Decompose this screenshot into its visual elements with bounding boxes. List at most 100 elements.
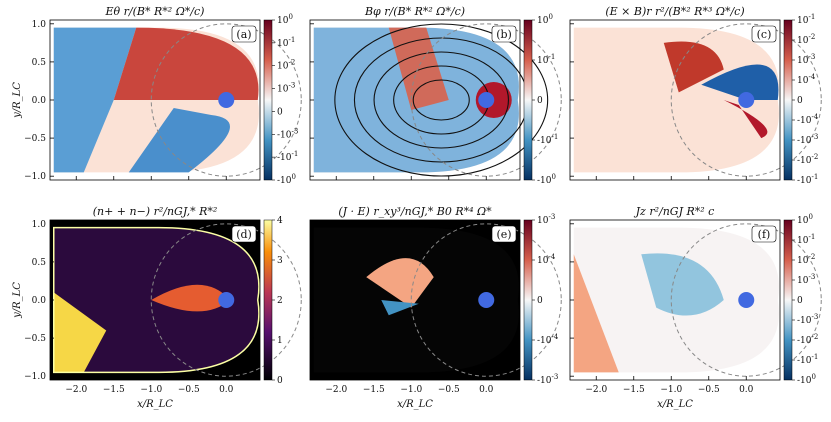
panel-label-box: [491, 25, 517, 43]
star-disk: [738, 92, 755, 108]
x-axis-label: x/R_LC: [397, 399, 433, 410]
panel-label-box: [751, 25, 777, 43]
colorbar-tick-label: -10-3: [797, 313, 818, 326]
light-cylinder-circle: [670, 23, 822, 177]
x-tick-label: 0.0: [219, 385, 234, 395]
x-tick-label: −0.5: [698, 385, 720, 395]
panel-label-box: [231, 25, 257, 43]
colorbar-tick-label: 0: [537, 96, 543, 106]
positive-region: [113, 27, 259, 100]
panel-label: (d): [236, 228, 252, 241]
colorbar-tick-label: 100: [277, 13, 293, 26]
colorbar-tick-label: -10-1: [277, 150, 298, 163]
y-tick-label: −0.5: [24, 334, 46, 344]
panel-title: Eθ r/(B* R*² Ω*/c): [105, 5, 205, 18]
x-tick-label: −0.5: [178, 385, 200, 395]
panel-label: (f): [758, 228, 771, 241]
colorbar-tick-label: 10-3: [277, 82, 295, 95]
high-density-region: [53, 292, 107, 373]
light-cylinder-circle: [150, 223, 302, 377]
x-tick-label: 0.0: [739, 385, 754, 395]
x-tick-label: −1.0: [400, 385, 422, 395]
x-axis-label: x/R_LC: [137, 399, 173, 410]
y-axis-label: y/R_LC: [12, 282, 23, 319]
panel-e: (e) (J · E) r_xy³/nGJ,* B0 R*⁴ Ω* −2.0 −1.5…: [309, 205, 562, 410]
x-tick-label: −0.5: [438, 385, 460, 395]
colorbar-tick-label: 0: [537, 296, 543, 306]
panel-d: (d) (n+ + n−) r²/nGJ,* R*² −2.0 −1.5 −1.0 −0.…: [12, 205, 302, 410]
colorbar-tick-label: 10-1: [797, 13, 815, 26]
field-line: [412, 79, 470, 121]
field-line: [334, 23, 549, 177]
panel-f: (f) Jz r²/nGJ R*² c −2.0 −1.5 −1.0 −0.5 0.0 x/R…: [569, 205, 822, 410]
panel-label: (a): [236, 28, 251, 41]
negative-region: [381, 300, 419, 316]
panel-c: (c) (E × B)r r²/(B*² R*³ Ω*/c) 10-1 10-2 10-…: [569, 5, 822, 186]
y-tick-label: −1.0: [24, 372, 46, 382]
x-axis-label: x/R_LC: [657, 399, 693, 410]
colorbar-tick-label: -10-1: [537, 133, 558, 146]
x-tick-label: −1.0: [660, 385, 682, 395]
colorbar-tick-label: -10-2: [797, 333, 818, 346]
panel-label: (e): [496, 228, 511, 241]
light-cylinder-circle: [150, 23, 302, 177]
colorbar-tick-label: -100: [277, 173, 296, 186]
colorbar-tick-label: 10-1: [277, 36, 295, 49]
colorbar-tick-label: 10-3: [797, 53, 815, 66]
panel-title: Bφ r/(B* R*² Ω*/c): [364, 5, 465, 18]
y-tick-label: 1.0: [32, 220, 47, 230]
panel-title: Jz r²/nGJ R*² c: [634, 205, 715, 218]
x-tick-label: −1.0: [140, 385, 162, 395]
colorbar-tick-label: 0: [797, 296, 803, 306]
y-tick-label: 0.0: [32, 296, 47, 306]
x-tick-label: −1.5: [363, 385, 385, 395]
colorbar-tick-label: 10-2: [797, 253, 815, 266]
colorbar-tick-label: 0: [277, 107, 283, 117]
colorbar-tick-label: -10-2: [797, 153, 818, 166]
negative-region: [641, 253, 724, 316]
y-tick-label: 0.5: [32, 258, 47, 268]
field-line: [373, 51, 509, 149]
colorbar-tick-label: 10-3: [537, 213, 555, 226]
colorbar-tick-label: 100: [797, 213, 813, 226]
colorbar-tick-label: 10-2: [277, 59, 295, 72]
simulation-domain: [573, 27, 779, 173]
colorbar-tick-label: -10-3: [797, 133, 818, 146]
colorbar-tick-label: 10-4: [537, 253, 556, 266]
colorbar-tick-label: -10-3: [277, 127, 298, 140]
colorbar: [783, 19, 793, 181]
y-axis-label: y/R_LC: [12, 82, 23, 119]
colorbar: [263, 19, 273, 181]
positive-region: [388, 27, 449, 110]
colorbar-tick-label: 2: [277, 296, 283, 306]
colorbar-tick-label: -100: [797, 373, 816, 386]
star-disk: [218, 292, 235, 308]
colorbar-tick-label: -10-4: [537, 333, 559, 346]
positive-region: [663, 41, 724, 93]
x-tick-label: −2.0: [325, 385, 347, 395]
colorbar-tick-label: 100: [537, 13, 553, 26]
colorbar-tick-label: 10-3: [797, 273, 815, 286]
panel-label-box: [491, 225, 517, 243]
negative-region: [701, 64, 779, 100]
y-tick-label: −1.0: [24, 172, 46, 182]
x-tick-label: 0.0: [479, 385, 494, 395]
colorbar: [783, 219, 793, 381]
panel-label-box: [231, 225, 257, 243]
colorbar: [523, 219, 533, 381]
panel-title: (E × B)r r²/(B*² R*³ Ω*/c): [605, 5, 744, 18]
colorbar-tick-label: -10-1: [797, 353, 818, 366]
star-disk: [218, 92, 235, 108]
panel-label: (c): [757, 28, 772, 41]
colorbar-tick-label: 0: [797, 96, 803, 106]
x-tick-label: −1.5: [623, 385, 645, 395]
panel-b: (b) Bφ r/(B* R*² Ω*/c) 100 10-1 0 -10-1 -100: [309, 5, 562, 186]
panel-label-box: [751, 225, 777, 243]
star-disk: [738, 292, 755, 308]
colorbar-tick-label: -100: [537, 173, 556, 186]
colorbar-tick-label: 4: [277, 216, 283, 226]
colorbar-tick-label: -10-1: [797, 173, 818, 186]
negative-region: [53, 27, 137, 173]
star-disk: [478, 292, 495, 308]
